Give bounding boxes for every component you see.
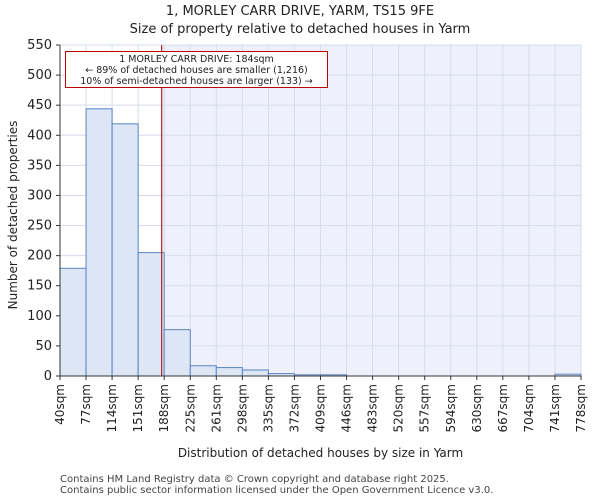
- histogram-bar: [241, 369, 269, 377]
- x-tick-label: 630sqm: [470, 384, 484, 432]
- y-tick-label: 300: [27, 188, 52, 203]
- y-tick-label: 450: [27, 98, 52, 113]
- x-tick-label: 520sqm: [392, 384, 406, 432]
- histogram-bar: [111, 123, 139, 377]
- y-tick-label: 350: [27, 158, 52, 173]
- annotation-line-property: 1 MORLEY CARR DRIVE: 184sqm: [119, 54, 274, 65]
- histogram-bar: [85, 108, 113, 377]
- x-tick-label: 372sqm: [287, 384, 301, 432]
- y-tick-label: 150: [27, 279, 52, 294]
- y-tick-label: 200: [27, 249, 52, 264]
- chart-title: 1, MORLEY CARR DRIVE, YARM, TS15 9FE: [165, 4, 435, 19]
- chart-subtitle: Size of property relative to detached ho…: [129, 22, 471, 37]
- y-tick-label: 550: [27, 38, 52, 53]
- y-axis-label: Number of detached properties: [6, 120, 20, 310]
- y-tick-label: 0: [44, 369, 52, 384]
- x-axis-label: Distribution of detached houses by size …: [177, 446, 464, 460]
- histogram-bar: [163, 329, 191, 377]
- annotation-line-smaller: ← 89% of detached houses are smaller (1,…: [85, 65, 308, 76]
- x-tick-label: 114sqm: [105, 384, 119, 432]
- x-tick-label: 594sqm: [444, 384, 458, 432]
- histogram-bar: [215, 367, 243, 377]
- y-tick-label: 100: [27, 309, 52, 324]
- x-tick-label: 40sqm: [53, 384, 67, 425]
- x-tick-label: 77sqm: [79, 384, 93, 425]
- footer-licence: Contains public sector information licen…: [60, 485, 494, 496]
- x-tick-label: 557sqm: [418, 384, 432, 432]
- x-tick-label: 261sqm: [209, 384, 223, 432]
- property-annotation-box: 1 MORLEY CARR DRIVE: 184sqm ← 89% of det…: [65, 51, 328, 88]
- footer-copyright: Contains HM Land Registry data © Crown c…: [60, 474, 449, 485]
- x-tick-label: 225sqm: [183, 384, 197, 432]
- annotation-line-larger: 10% of semi-detached houses are larger (…: [80, 76, 313, 87]
- x-tick-label: 741sqm: [548, 384, 562, 432]
- x-tick-label: 446sqm: [340, 384, 354, 432]
- y-tick-label: 250: [27, 219, 52, 234]
- x-tick-label: 704sqm: [522, 384, 536, 432]
- x-tick-label: 188sqm: [157, 384, 171, 432]
- histogram-bar: [189, 365, 217, 377]
- x-tick-label: 298sqm: [235, 384, 249, 432]
- x-tick-label: 335sqm: [261, 384, 275, 432]
- x-tick-label: 778sqm: [574, 384, 588, 432]
- y-tick-label: 500: [27, 68, 52, 83]
- x-tick-label: 483sqm: [366, 384, 380, 432]
- histogram-bar: [59, 267, 87, 377]
- histogram-bar: [137, 252, 165, 377]
- x-tick-label: 667sqm: [496, 384, 510, 432]
- x-tick-label: 151sqm: [131, 384, 145, 432]
- y-tick-label: 400: [27, 128, 52, 143]
- x-tick-label: 409sqm: [314, 384, 328, 432]
- y-tick-label: 50: [35, 339, 52, 354]
- plot-background-right: [161, 45, 581, 376]
